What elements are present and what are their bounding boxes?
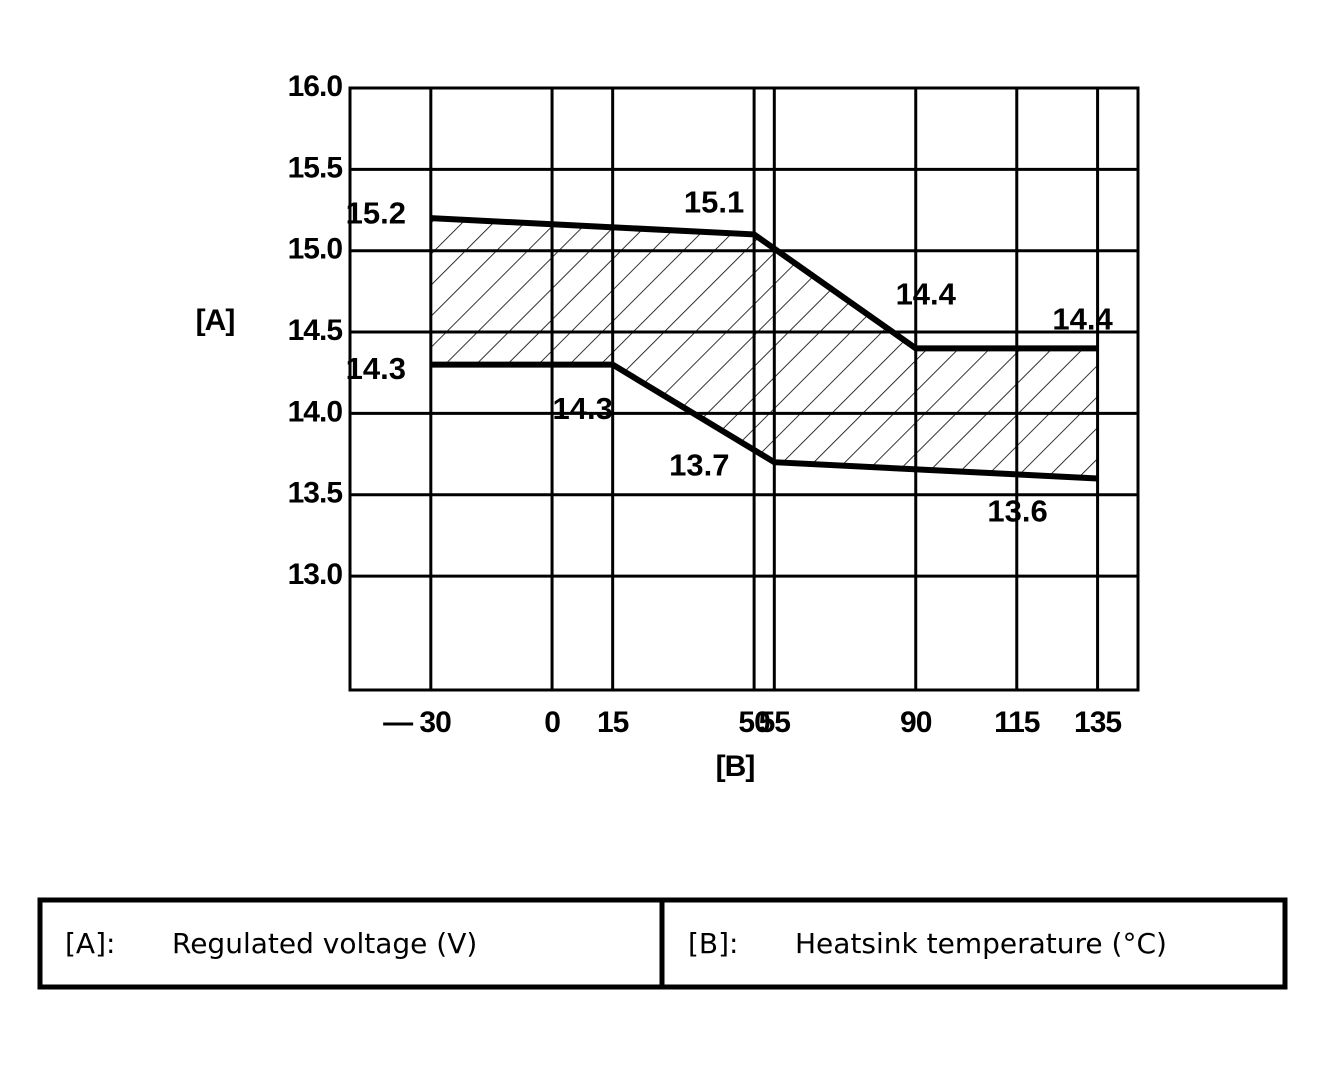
key-text: Regulated voltage (V) — [172, 927, 477, 960]
hatch-area — [430, 218, 1098, 479]
x-tick-label: 90 — [900, 706, 932, 739]
y-tick-label: 15.0 — [288, 233, 343, 266]
data-label: 15.2 — [346, 195, 406, 230]
y-tick-label: 13.0 — [288, 558, 343, 591]
series-line — [430, 361, 1098, 482]
y-tick-label: 15.5 — [288, 151, 343, 184]
x-tick-label: 0 — [544, 706, 560, 739]
series-line — [430, 215, 1098, 352]
y-tick-label: 14.5 — [288, 314, 343, 347]
y-tick-label: 14.0 — [288, 395, 343, 428]
key-table: [A]: Regulated voltage (V) [B]: Heatsink… — [37, 897, 1288, 990]
data-label: 14.4 — [896, 277, 957, 312]
data-label: 13.6 — [987, 494, 1047, 529]
y-tick-label: 16.0 — [288, 70, 343, 103]
y-tick-label: 13.5 — [288, 477, 343, 510]
key-label: [A]: — [65, 927, 115, 960]
data-label: 13.7 — [669, 447, 729, 482]
x-tick-label: 15 — [597, 706, 629, 739]
x-axis-label: [B] — [716, 750, 755, 783]
x-tick-label: 115 — [994, 706, 1040, 739]
data-label: 14.4 — [1052, 302, 1113, 337]
x-tick-label: 50 — [738, 706, 770, 739]
x-tick-label: 55 — [759, 706, 791, 739]
data-label: 14.3 — [552, 391, 612, 426]
key-label: [B]: — [688, 927, 739, 960]
data-label: 15.1 — [684, 185, 744, 220]
x-tick-label: — 30 — [383, 706, 451, 739]
x-tick-label: 135 — [1074, 706, 1121, 739]
y-axis-label: [A] — [196, 304, 235, 337]
key-text: Heatsink temperature (°C) — [795, 927, 1167, 960]
data-label: 14.3 — [346, 351, 406, 386]
